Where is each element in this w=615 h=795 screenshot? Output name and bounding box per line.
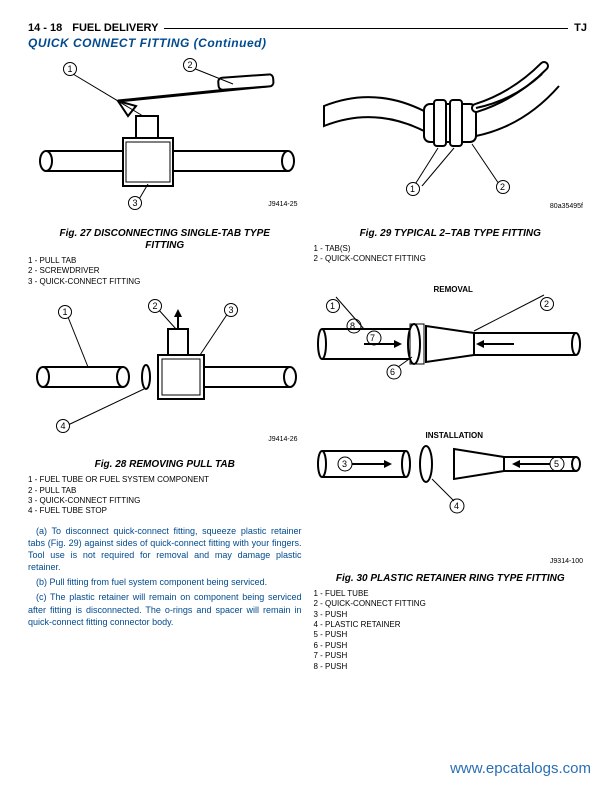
fig30-legend: 1 - FUEL TUBE 2 - QUICK-CONNECT FITTING … [314,589,588,672]
fig27-diagram [28,56,298,206]
watermark: www.epcatalogs.com [450,760,591,777]
fig28-legend-4: 4 - FUEL TUBE STOP [28,506,302,516]
fig30-legend-8: 8 - PUSH [314,662,588,672]
svg-text:8: 8 [350,321,355,331]
svg-text:6: 6 [390,367,395,377]
fig27-callout-3: 3 [128,196,142,210]
svg-text:5: 5 [554,459,559,469]
fig30-legend-1: 1 - FUEL TUBE [314,589,588,599]
figure-29: 1 2 80a35495f [314,56,588,226]
fig28-legend-2: 2 - PULL TAB [28,486,302,496]
figure-28: 1 2 3 4 J9414-26 [28,297,302,457]
fig29-diagram [314,56,584,206]
fig30-legend-2: 2 - QUICK-CONNECT FITTING [314,599,588,609]
fig27-legend-2: 2 - SCREWDRIVER [28,266,302,276]
fig27-caption-l1: Fig. 27 DISCONNECTING SINGLE-TAB TYPE [28,228,302,240]
figure-27: 1 2 3 J9414-25 [28,56,302,226]
header-model: TJ [574,22,587,34]
fig27-caption: Fig. 27 DISCONNECTING SINGLE-TAB TYPE FI… [28,228,302,252]
svg-text:7: 7 [370,333,375,343]
body-text: (a) To disconnect quick-connect fitting,… [28,525,302,628]
fig27-callout-2: 2 [183,58,197,72]
fig27-caption-l2: FITTING [28,240,302,252]
svg-text:4: 4 [454,501,459,511]
page-number: 14 - 18 [28,22,62,34]
fig30-legend-4: 4 - PLASTIC RETAINER [314,620,588,630]
left-column: 1 2 3 J9414-25 Fig. 27 DISCONNECTING SIN… [28,56,302,672]
fig28-legend: 1 - FUEL TUBE OR FUEL SYSTEM COMPONENT 2… [28,475,302,517]
fig28-diagram [28,297,298,437]
fig27-ref: J9414-25 [268,201,297,208]
fig28-legend-1: 1 - FUEL TUBE OR FUEL SYSTEM COMPONENT [28,475,302,485]
fig28-caption: Fig. 28 REMOVING PULL TAB [28,459,302,471]
page-header: 14 - 18 FUEL DELIVERY TJ [28,22,587,34]
figure-30: REMOVAL [314,281,588,571]
fig29-legend: 1 - TAB(S) 2 - QUICK-CONNECT FITTING [314,244,588,265]
fig29-legend-2: 2 - QUICK-CONNECT FITTING [314,254,588,264]
fig30-caption: Fig. 30 PLASTIC RETAINER RING TYPE FITTI… [314,573,588,585]
svg-text:3: 3 [342,459,347,469]
fig30-ref: J9314-100 [550,558,583,565]
fig27-legend-3: 3 - QUICK-CONNECT FITTING [28,277,302,287]
fig27-legend: 1 - PULL TAB 2 - SCREWDRIVER 3 - QUICK-C… [28,256,302,287]
fig29-ref: 80a35495f [550,203,583,210]
fig30-legend-5: 5 - PUSH [314,630,588,640]
fig30-callout-2: 2 [540,297,554,311]
body-p1: (a) To disconnect quick-connect fitting,… [28,525,302,574]
fig30-legend-6: 6 - PUSH [314,641,588,651]
fig30-removal-label: REMOVAL [434,285,473,294]
header-rule [164,28,568,29]
fig27-legend-1: 1 - PULL TAB [28,256,302,266]
fig30-install-label: INSTALLATION [426,431,483,440]
fig30-callout-1: 1 [326,299,340,313]
fig28-legend-3: 3 - QUICK-CONNECT FITTING [28,496,302,506]
fig27-callout-1: 1 [63,62,77,76]
fig28-ref: J9414-26 [268,436,297,443]
manual-page: 14 - 18 FUEL DELIVERY TJ QUICK CONNECT F… [0,0,615,682]
header-section: FUEL DELIVERY [72,22,158,34]
fig29-legend-1: 1 - TAB(S) [314,244,588,254]
section-title: QUICK CONNECT FITTING (Continued) [28,36,587,50]
fig30-legend-3: 3 - PUSH [314,610,588,620]
body-p2: (b) Pull fitting from fuel system compon… [28,576,302,588]
fig29-caption: Fig. 29 TYPICAL 2–TAB TYPE FITTING [314,228,588,240]
body-p3: (c) The plastic retainer will remain on … [28,591,302,627]
fig30-install-diagram: 3 5 4 [314,409,584,519]
fig30-legend-7: 7 - PUSH [314,651,588,661]
fig29-callout-2: 2 [496,180,510,194]
right-column: 1 2 80a35495f Fig. 29 TYPICAL 2–TAB TYPE… [314,56,588,672]
fig29-callout-1: 1 [406,182,420,196]
